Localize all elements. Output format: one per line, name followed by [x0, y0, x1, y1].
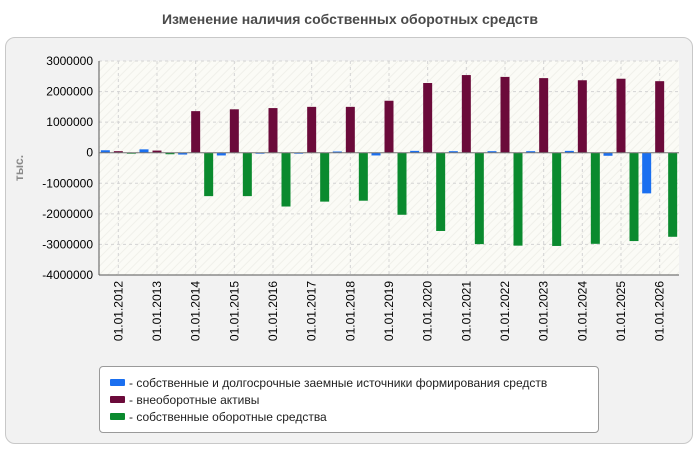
bar-series-1: [487, 151, 497, 153]
bar-series-2: [384, 100, 394, 153]
bar-series-1: [526, 151, 536, 153]
bar-series-1: [100, 150, 110, 153]
bar-series-2: [423, 83, 433, 153]
bar-series-1: [216, 152, 226, 156]
bar-series-2: [229, 109, 239, 153]
bar-series-1: [448, 151, 458, 153]
bar-series-3: [204, 152, 214, 197]
bar-series-3: [165, 152, 175, 155]
legend-label-working-capital: - собственные оборотные средства: [129, 409, 327, 424]
x-tick-label: 01.01.2013: [150, 281, 164, 341]
x-tick-label: 01.01.2018: [343, 281, 357, 341]
bar-series-3: [552, 152, 562, 246]
bar-series-2: [461, 75, 471, 153]
bar-series-2: [268, 108, 278, 153]
y-tick-label: 3000000: [46, 54, 93, 68]
x-tick-label: 01.01.2023: [537, 281, 551, 341]
bar-series-2: [113, 151, 123, 153]
legend-item-sources: - собственные и долгосрочные заемные ист…: [110, 374, 598, 391]
bar-series-3: [358, 152, 368, 201]
y-tick-label: 0: [86, 146, 93, 160]
bar-series-1: [603, 152, 613, 156]
legend-swatch-sources: [110, 379, 125, 386]
y-tick-label: -1000000: [42, 176, 93, 190]
x-tick-label: 01.01.2014: [189, 281, 203, 341]
x-tick-label: 01.01.2021: [459, 281, 473, 341]
bar-series-3: [397, 152, 407, 215]
bar-series-3: [436, 152, 446, 231]
bar-series-2: [152, 150, 162, 153]
legend-swatch-noncurrent-assets: [110, 396, 125, 403]
y-tick-label: 2000000: [46, 85, 93, 99]
x-tick-label: 01.01.2022: [498, 281, 512, 341]
legend: - собственные и долгосрочные заемные ист…: [99, 366, 599, 433]
x-tick-label: 01.01.2012: [111, 281, 125, 341]
legend-swatch-working-capital: [110, 413, 125, 420]
bar-series-1: [564, 150, 574, 153]
x-tick-label: 01.01.2019: [382, 281, 396, 341]
bar-series-1: [178, 152, 188, 155]
bar-series-3: [474, 152, 484, 245]
legend-label-noncurrent-assets: - внеоборотные активы: [129, 392, 260, 407]
bar-series-3: [281, 152, 291, 207]
y-tick-label: -3000000: [42, 237, 93, 251]
x-tick-label: 01.01.2024: [575, 281, 589, 341]
x-tick-label: 01.01.2017: [305, 281, 319, 341]
bar-series-3: [513, 152, 523, 246]
bar-series-2: [500, 76, 510, 153]
bar-series-3: [242, 152, 252, 197]
x-tick-label: 01.01.2020: [421, 281, 435, 341]
bar-series-3: [668, 152, 678, 237]
y-tick-label: -4000000: [42, 268, 93, 282]
legend-item-working-capital: - собственные оборотные средства: [110, 408, 598, 425]
bar-series-1: [139, 149, 149, 153]
legend-label-sources: - собственные и долгосрочные заемные ист…: [129, 375, 548, 390]
bar-series-1: [642, 152, 652, 194]
chart-title: Изменение наличия собственных оборотных …: [161, 11, 539, 27]
legend-item-noncurrent-assets: - внеоборотные активы: [110, 391, 598, 408]
bar-series-2: [616, 78, 626, 153]
bar-series-2: [577, 80, 587, 153]
bar-series-3: [629, 152, 639, 242]
x-tick-label: 01.01.2026: [653, 281, 667, 341]
bar-series-2: [539, 78, 549, 153]
bar-series-3: [320, 152, 330, 202]
bar-series-1: [332, 151, 342, 153]
bar-series-1: [410, 150, 420, 153]
x-tick-label: 01.01.2025: [614, 281, 628, 341]
x-tick-label: 01.01.2015: [227, 281, 241, 341]
y-tick-label: 1000000: [46, 115, 93, 129]
bar-series-1: [371, 152, 381, 156]
y-tick-label: -2000000: [42, 207, 93, 221]
bar-series-2: [191, 111, 201, 153]
bar-series-2: [345, 106, 355, 153]
bar-series-2: [307, 106, 317, 153]
y-axis-label: тыс.: [12, 155, 26, 181]
bar-series-2: [655, 81, 665, 153]
x-tick-label: 01.01.2016: [266, 281, 280, 341]
bar-series-3: [590, 152, 600, 244]
